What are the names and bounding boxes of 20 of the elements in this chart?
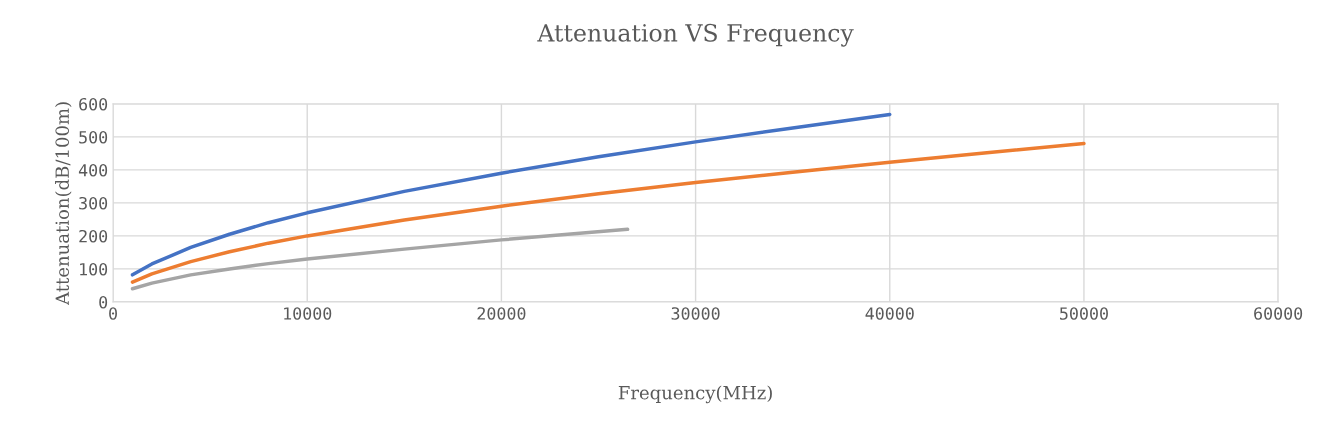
y-tick-label: 400 bbox=[78, 163, 108, 177]
line-series bbox=[130, 112, 892, 277]
x-tick-label: 0 bbox=[109, 307, 117, 320]
x-tick-label: 40000 bbox=[865, 307, 914, 320]
x-tick-label: 20000 bbox=[477, 307, 526, 320]
chart-title: Attenuation VS Frequency bbox=[537, 23, 854, 47]
y-tick-label: 0 bbox=[99, 295, 108, 309]
x-axis-title: Frequency(MHz) bbox=[618, 385, 772, 404]
y-tick-label: 600 bbox=[79, 97, 108, 111]
y-tick-label: 200 bbox=[79, 229, 108, 243]
y-tick-label: 100 bbox=[80, 262, 108, 276]
x-tick-label: 10000 bbox=[284, 307, 332, 320]
y-tick-label: 300 bbox=[79, 196, 108, 210]
y-tick-label: 500 bbox=[79, 130, 108, 144]
x-tick-label: 60000 bbox=[1254, 307, 1303, 320]
x-tick-label: 30000 bbox=[671, 307, 720, 320]
line-series bbox=[130, 227, 630, 291]
y-axis-title: Attenuation(dB/100m) bbox=[55, 102, 72, 306]
line-series bbox=[130, 141, 1086, 284]
x-tick-label: 50000 bbox=[1060, 307, 1108, 320]
